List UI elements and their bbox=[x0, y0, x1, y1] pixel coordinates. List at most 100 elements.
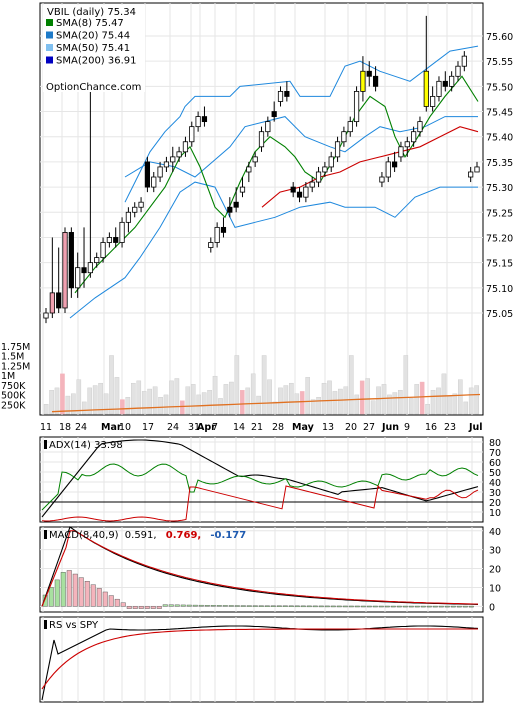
macd-tick-label: 0 bbox=[489, 602, 495, 613]
candle-body bbox=[170, 156, 176, 163]
candle-body bbox=[385, 161, 391, 178]
candle-body bbox=[417, 121, 423, 133]
adx-tick-label: 50 bbox=[489, 468, 501, 479]
candle-body bbox=[182, 141, 189, 153]
macd-histogram-bar bbox=[198, 604, 204, 607]
volume-bar bbox=[76, 379, 82, 415]
macd-histogram-bar bbox=[180, 604, 186, 607]
macd-histogram-bar bbox=[246, 605, 252, 607]
adx-tick-label: 40 bbox=[489, 478, 501, 489]
macd-histogram-bar bbox=[72, 573, 78, 607]
macd-histogram-bar bbox=[66, 570, 72, 607]
macd-title-swatch bbox=[44, 530, 47, 539]
legend-entry: SMA(50) 75.41 bbox=[56, 43, 130, 54]
candle-body bbox=[468, 171, 474, 178]
volume-bar bbox=[218, 398, 223, 415]
candle-body bbox=[119, 221, 125, 243]
volume-bar bbox=[463, 401, 469, 415]
legend-entry: SMA(20) 75.44 bbox=[56, 31, 130, 42]
candle-body bbox=[138, 201, 144, 208]
macd-tick-label: 20 bbox=[489, 565, 501, 576]
watermark: OptionChance.com bbox=[46, 82, 141, 93]
candle-body bbox=[449, 75, 455, 87]
volume-bar bbox=[158, 397, 163, 415]
macd-histogram-bar bbox=[414, 605, 420, 608]
candle-body bbox=[75, 267, 81, 289]
volume-bar bbox=[398, 390, 403, 415]
x-tick-label: 7 bbox=[212, 422, 218, 433]
volume-bar bbox=[414, 384, 420, 415]
volume-bar bbox=[245, 387, 251, 415]
candle-body bbox=[404, 141, 410, 148]
volume-bar bbox=[49, 390, 54, 415]
volume-bar bbox=[425, 404, 430, 415]
adx-tick-label: 80 bbox=[489, 438, 501, 449]
volume-bar bbox=[327, 380, 332, 415]
macd-tick-label: 40 bbox=[489, 527, 501, 538]
price-tick-label: 75.10 bbox=[486, 284, 513, 295]
macd-histogram-bar bbox=[174, 604, 180, 607]
x-tick-label: 16 bbox=[425, 422, 437, 433]
volume-tick-label: 250K bbox=[1, 400, 26, 411]
macd-histogram-bar bbox=[234, 605, 240, 607]
x-tick-label: Jun bbox=[381, 422, 399, 433]
volume-bar bbox=[114, 377, 120, 415]
adx-panel-frame bbox=[39, 436, 484, 523]
volume-tick-label: 1.75M bbox=[1, 342, 30, 353]
x-tick-label: 27 bbox=[363, 422, 375, 433]
macd-histogram-bar bbox=[432, 605, 438, 608]
macd-histogram-bar bbox=[114, 598, 120, 607]
macd-histogram-bar bbox=[240, 605, 246, 607]
x-tick-label: 21 bbox=[251, 422, 263, 433]
volume-bar bbox=[163, 394, 169, 415]
volume-bar bbox=[299, 391, 305, 415]
macd-histogram-bar bbox=[204, 605, 210, 607]
x-tick-label: 14 bbox=[233, 422, 245, 433]
di-plus-line bbox=[41, 463, 479, 511]
candle-body bbox=[296, 191, 303, 198]
candle-body bbox=[56, 292, 62, 309]
volume-bar bbox=[152, 386, 158, 415]
macd-histogram-bar bbox=[138, 606, 144, 609]
candle-body bbox=[398, 146, 404, 158]
legend-entry: SMA(8) 75.47 bbox=[56, 18, 124, 29]
candle-body bbox=[233, 201, 239, 208]
volume-tick-label: 500K bbox=[1, 391, 26, 402]
x-tick-label: 11 bbox=[40, 422, 52, 433]
macd-histogram-bar bbox=[366, 605, 372, 608]
volume-bar bbox=[169, 380, 174, 415]
macd-histogram-bar bbox=[186, 604, 192, 607]
macd-histogram-bar bbox=[306, 605, 312, 608]
macd-histogram-bar bbox=[360, 605, 366, 608]
macd-histogram-bar bbox=[282, 605, 288, 607]
macd-histogram-bar bbox=[126, 606, 132, 609]
bollinger-upper-line bbox=[124, 45, 479, 203]
macd-histogram-bar bbox=[372, 605, 378, 608]
candle-body bbox=[62, 232, 68, 309]
macd-histogram-bar bbox=[264, 605, 270, 607]
macd-title: MACD(8,40,9) bbox=[49, 530, 119, 541]
candle-body bbox=[360, 70, 366, 92]
x-tick-label: 18 bbox=[59, 422, 71, 433]
legend-entry: SMA(200) 36.91 bbox=[56, 56, 137, 67]
volume-bar bbox=[474, 385, 479, 415]
price-tick-label: 75.40 bbox=[486, 133, 513, 144]
candle-body bbox=[461, 55, 467, 67]
volume-bar bbox=[223, 384, 229, 415]
legend-swatch bbox=[46, 31, 53, 39]
macd-histogram-bar bbox=[60, 572, 66, 607]
volume-bar bbox=[441, 373, 447, 415]
volume-bar bbox=[98, 382, 103, 415]
macd-histogram-bar bbox=[324, 605, 330, 608]
volume-bar bbox=[239, 390, 245, 415]
candle-body bbox=[328, 156, 334, 168]
volume-bar bbox=[109, 355, 114, 415]
macd-histogram-bar bbox=[222, 605, 228, 607]
volume-bar bbox=[43, 404, 49, 415]
volume-bar bbox=[130, 382, 136, 415]
volume-bar bbox=[92, 385, 98, 415]
volume-bar bbox=[250, 373, 256, 415]
price-tick-label: 75.05 bbox=[486, 309, 513, 320]
volume-bar bbox=[338, 388, 343, 415]
